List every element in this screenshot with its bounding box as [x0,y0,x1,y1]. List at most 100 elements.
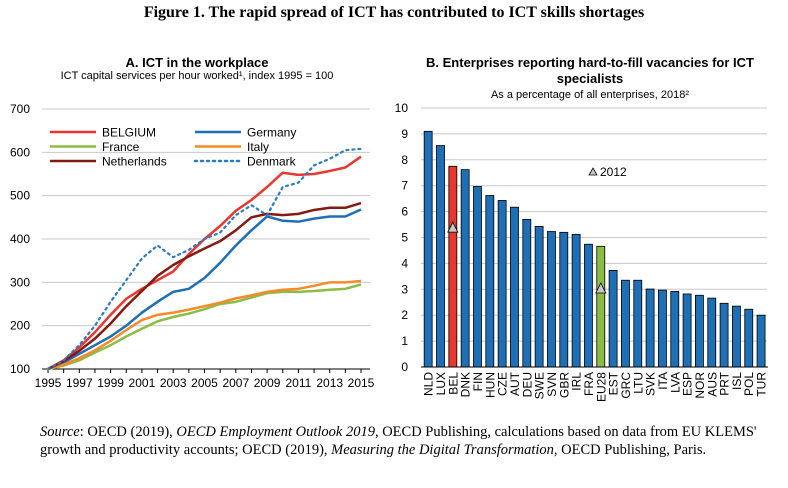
x-tick-label: IRL [570,372,584,391]
x-tick-label: 2015 [348,376,375,390]
bar-nor [695,294,704,368]
y-tick-label: 500 [10,189,30,203]
bar-esp [682,293,692,368]
x-tick-label: NLD [422,372,436,396]
y-tick-label: 3 [401,282,408,296]
x-tick-label: GRC [619,372,633,399]
x-tick-label: NOR [693,372,707,399]
series-line-germany [47,208,362,371]
y-tick-label: 0 [401,360,408,374]
x-tick-label: POL [742,372,756,396]
legend-label: Italy [247,140,269,154]
bar-dnk [460,169,470,368]
y-tick-label: 300 [10,275,30,289]
source-note: Source: OECD (2019), OECD Employment Out… [40,423,760,459]
bar-swe [534,225,544,368]
y-tick-label: 1 [401,334,408,348]
y-tick-label: 200 [10,319,30,333]
x-tick-label: DNK [459,372,473,397]
legend-triangle-icon [588,167,598,176]
y-tick-label: 10 [395,101,409,115]
bar-bel [448,165,458,368]
bar-svk [645,288,655,368]
y-tick-label: 700 [10,102,30,116]
bar-nld [423,130,433,368]
y-tick-label: 6 [401,205,408,219]
x-tick-label: LTU [631,372,645,394]
bar-aut [510,206,519,368]
bar-lva [670,290,680,368]
bar-deu [522,218,532,368]
panel-b-title: B. Enterprises reporting hard-to-fill va… [426,55,754,86]
x-tick-label: FRA [582,372,596,396]
source-text: : OECD (2019), [79,424,177,440]
x-tick-label: 2003 [160,376,187,390]
bar-grc [621,279,630,368]
y-tick-label: 5 [401,231,408,245]
bar-ltu [633,279,643,368]
y-tick-label: 9 [401,127,408,141]
bar-fra [584,243,593,368]
bar-cze [497,200,507,368]
source-publication: OECD Employment Outlook 2019 [176,424,375,440]
legend-label: Netherlands [102,155,167,169]
x-tick-label: 2009 [254,376,281,390]
bar-eu28 [596,245,606,368]
x-tick-label: FIN [471,372,485,391]
legend-label: Germany [247,126,296,140]
x-tick-label: GBR [557,372,571,398]
x-tick-label: SVK [644,372,658,396]
bar-ita [658,289,667,368]
source-label: Source [40,424,80,440]
x-tick-label: SVN [545,372,559,397]
x-tick-label: EST [607,371,621,395]
bar-isl [732,305,741,368]
x-tick-label: PRT [718,371,732,395]
source-publication: Measuring the Digital Transformation [331,442,554,458]
x-tick-label: HUN [483,372,497,398]
x-tick-label: TUR [755,372,769,397]
y-tick-label: 4 [401,256,408,270]
series-line-france [47,283,362,371]
x-tick-label: EU28 [594,372,608,402]
x-tick-label: ESP [681,372,695,396]
bar-est [608,269,618,368]
panel-a-subtitle: ICT capital services per hour worked¹, i… [60,70,334,82]
bar-fin [473,186,482,368]
x-tick-label: LUX [434,372,448,395]
legend-label: BELGIUM [102,126,156,140]
x-tick-label: 2001 [129,376,156,390]
x-tick-label: ISL [730,372,744,390]
marker-2012-bel [447,221,459,233]
x-tick-label: CZE [496,372,510,396]
bar-lux [436,145,445,368]
panel-a-title: A. ICT in the workplace [125,55,269,70]
x-tick-label: SWE [533,372,547,399]
x-tick-label: ITA [656,372,670,390]
bar-gbr [559,231,569,368]
source-text: , OECD Publishing, calculations based on… [40,424,757,458]
x-tick-label: 1995 [35,376,62,390]
x-tick-label: DEU [520,372,534,397]
y-tick-label: 8 [401,153,408,167]
panel-b-subtitle: As a percentage of all enterprises, 2018… [490,89,690,101]
legend-label: 2012 [600,165,627,179]
bar-aus [707,297,717,368]
x-tick-label: 1999 [97,376,124,390]
series-line-italy [47,279,362,371]
x-tick-label: 2011 [285,376,311,390]
figure-title: Figure 1. The rapid spread of ICT has co… [143,4,645,21]
series-line-denmark [46,147,363,371]
y-tick-label: 7 [401,179,408,193]
bar-prt [719,302,729,368]
bar-svn [547,231,556,368]
y-tick-label: 600 [10,145,30,159]
legend-label: Denmark [247,155,297,169]
x-tick-label: 2005 [191,376,218,390]
y-tick-label: 100 [10,362,30,376]
bar-irl [571,233,581,368]
legend-label: France [102,140,140,154]
bar-hun [485,195,495,368]
